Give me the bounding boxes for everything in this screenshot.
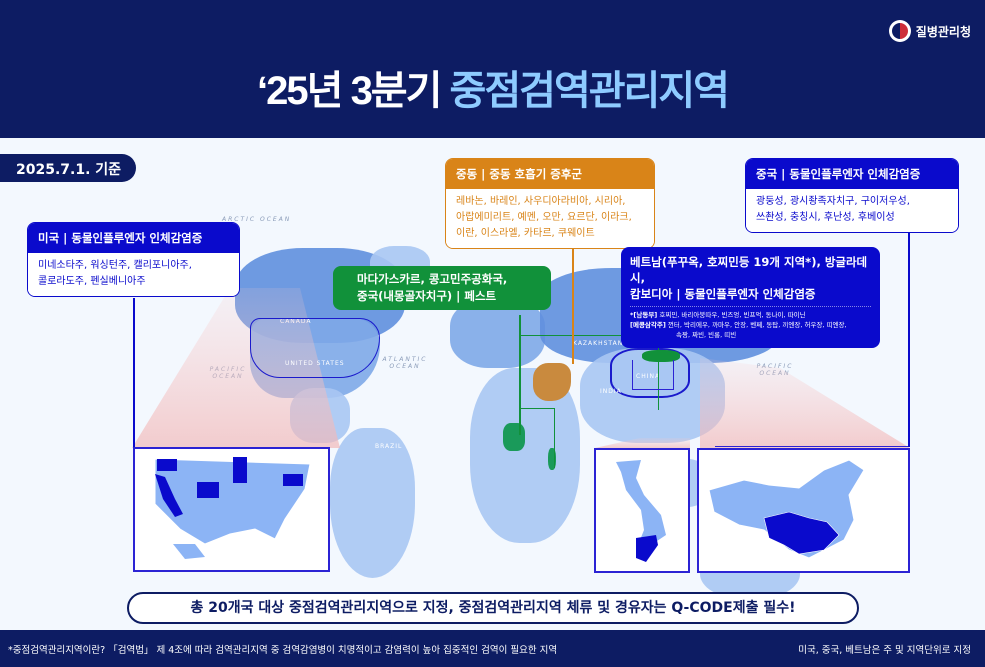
- mekong-regions: 껀터, 박리에우, 까마우, 안장, 벤쩨, 동탑, 끼엔장, 허우장, 띠엔장…: [667, 321, 847, 329]
- footer-definition: *중점검역관리지역이란? 「검역법」 제 4조에 따라 검역관리지역 중 검역감…: [8, 644, 558, 656]
- callout-vietnam-southeast: *[남동부] 호찌민, 바리아붕따우, 빈즈엉, 빈프억, 동나이, 따이닌: [630, 310, 871, 320]
- plague-frame-africa: [519, 408, 555, 468]
- land-south-america: [330, 428, 415, 578]
- region-inner-mongolia: [642, 350, 680, 362]
- china-provinces-map-icon: [708, 459, 865, 559]
- usa-states-map-icon: [154, 457, 311, 559]
- agency-logo: 질병관리청: [888, 20, 971, 42]
- label-united-states: UNITED STATES: [285, 360, 345, 367]
- label-kazakhstan: KAZAKHSTAN: [573, 340, 624, 347]
- key-message-banner: 총 20개국 대상 중점검역관리지역으로 지정, 중점검역관리지역 체류 및 경…: [127, 592, 859, 624]
- callout-vietnam-header: 베트남(푸꾸옥, 호찌민등 19개 지역*), 방글라데시,: [630, 255, 868, 285]
- region-madagascar: [548, 448, 556, 470]
- footer-note: 미국, 중국, 베트남은 주 및 지역단위로 지정: [798, 644, 971, 656]
- middle-east-connector-line: [572, 246, 574, 364]
- taegeuk-emblem-icon: [888, 20, 911, 42]
- label-arctic-ocean: ARCTIC OCEAN: [222, 216, 292, 223]
- label-atlantic-ocean: ATLANTIC OCEAN: [382, 356, 428, 370]
- title-period: ‘25년 3분기: [257, 69, 442, 113]
- divider: [630, 306, 871, 307]
- callout-china: 중국 | 동물인플루엔자 인체감염증 광둥성, 광시좡족자치구, 구이저우성, …: [745, 158, 959, 233]
- callout-middle-east: 중동 | 중동 호흡기 증후군 레바논, 바레인, 사우디아라비아, 시리아, …: [445, 158, 655, 249]
- footer: *중점검역관리지역이란? 「검역법」 제 4조에 따라 검역관리지역 중 검역감…: [0, 630, 985, 667]
- callout-middle-east-line: 레바논, 바레인, 사우디아라비아, 시리아,: [456, 196, 626, 207]
- callout-vietnam-mekong: [메콩삼각주] 껀터, 박리에우, 까마우, 안장, 벤쩨, 동탑, 끼엔장, …: [630, 320, 871, 330]
- southeast-label: *[남동부]: [630, 311, 658, 319]
- callout-china-header: 중국 | 동물인플루엔자 인체감염증: [746, 159, 958, 189]
- reference-date-badge: 2025.7.1. 기준: [0, 154, 136, 182]
- callout-middle-east-line: 이란, 이스라엘, 카타르, 쿠웨이트: [456, 228, 595, 239]
- callout-china-line: 광둥성, 광시좡족자치구, 구이저우성,: [756, 196, 910, 207]
- vietnam-frame: [632, 360, 674, 390]
- agency-name: 질병관리청: [915, 24, 971, 39]
- southeast-regions: 호찌민, 바리아붕따우, 빈즈엉, 빈프억, 동나이, 따이닌: [659, 311, 806, 319]
- callout-plague-line: 중국(내몽골자치구) | 페스트: [357, 289, 497, 303]
- region-usa-outline: [250, 318, 380, 378]
- mekong-label: [메콩삼각주]: [630, 321, 666, 329]
- callout-usa-line: 미네소타주, 워싱턴주, 캘리포니아주,: [38, 260, 192, 271]
- plague-connector-line: [519, 315, 521, 435]
- callout-china-body: 광둥성, 광시좡족자치구, 구이저우성, 쓰촨성, 충칭시, 후난성, 후베이성: [746, 189, 958, 232]
- callout-vietnam: 베트남(푸꾸옥, 호찌민등 19개 지역*), 방글라데시, 캄보디아 | 동물…: [621, 247, 880, 348]
- callout-plague-line: 마다가스카르, 콩고민주공화국,: [357, 272, 508, 286]
- label-brazil: BRAZIL: [375, 443, 403, 450]
- inset-china-map: [697, 448, 910, 573]
- callout-middle-east-line: 아랍에미리트, 예멘, 오만, 요르단, 이라크,: [456, 212, 632, 223]
- callout-china-line: 쓰촨성, 충칭시, 후난성, 후베이성: [756, 212, 895, 223]
- inset-usa-map: [133, 447, 330, 572]
- vietnam-map-icon: [616, 460, 666, 562]
- callout-usa: 미국 | 동물인플루엔자 인체감염증 미네소타주, 워싱턴주, 캘리포니아주, …: [27, 222, 240, 297]
- callout-plague: 마다가스카르, 콩고민주공화국, 중국(내몽골자치구) | 페스트: [333, 266, 551, 310]
- callout-usa-header: 미국 | 동물인플루엔자 인체감염증: [28, 223, 239, 253]
- page-title: ‘25년 3분기 중점검역관리지역: [0, 58, 985, 116]
- label-india: INDIA: [600, 388, 622, 395]
- usa-connector-line: [133, 298, 135, 448]
- callout-usa-line: 콜로라도주, 펜실베니아주: [38, 276, 146, 287]
- callout-vietnam-header: 캄보디아 | 동물인플루엔자 인체감염증: [630, 287, 816, 301]
- china-connector-line: [908, 232, 910, 447]
- title-highlight: 중점검역관리지역: [449, 69, 730, 113]
- region-middle-east: [533, 363, 571, 401]
- plague-frame: [519, 335, 659, 410]
- label-china: CHINA: [636, 373, 661, 380]
- china-frame: [715, 325, 910, 447]
- callout-middle-east-header: 중동 | 중동 호흡기 증후군: [446, 159, 654, 189]
- callout-usa-body: 미네소타주, 워싱턴주, 캘리포니아주, 콜로라도주, 펜실베니아주: [28, 253, 239, 296]
- inset-vietnam-map: [594, 448, 690, 573]
- mekong-regions-cont: 속짱, 짜빈, 빈롱, 띠빈: [676, 331, 737, 339]
- callout-middle-east-body: 레바논, 바레인, 사우디아라비아, 시리아, 아랍에미리트, 예멘, 오만, …: [446, 189, 654, 248]
- header: 질병관리청 ‘25년 3분기 중점검역관리지역: [0, 0, 985, 138]
